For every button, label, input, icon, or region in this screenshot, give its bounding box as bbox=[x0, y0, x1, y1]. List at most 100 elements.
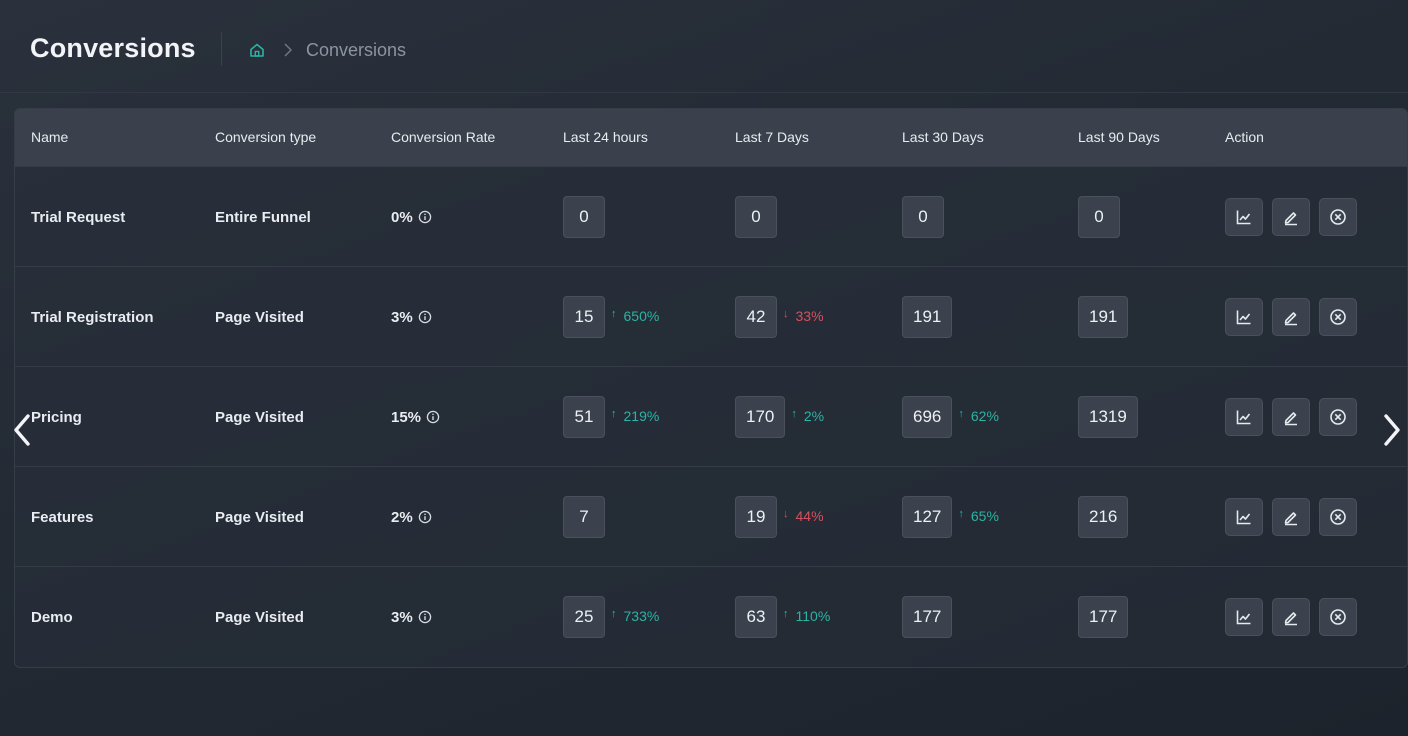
column-header-conversion-type[interactable]: Conversion type bbox=[215, 129, 317, 145]
conversion-rate: 2% bbox=[391, 508, 413, 526]
chevron-left-icon[interactable] bbox=[8, 408, 36, 452]
conversion-name: Features bbox=[31, 508, 94, 526]
delete-button[interactable] bbox=[1319, 298, 1357, 336]
period-cell-d30: 177 bbox=[902, 567, 953, 667]
column-header-action: Action bbox=[1225, 129, 1264, 145]
arrow-down-icon: ↓ bbox=[783, 507, 789, 520]
column-header-last-90-days[interactable]: Last 90 Days bbox=[1078, 129, 1160, 145]
edit-button[interactable] bbox=[1272, 598, 1310, 636]
trend-up: ↑ 65% bbox=[958, 508, 999, 524]
chart-button[interactable] bbox=[1225, 598, 1263, 636]
action-buttons bbox=[1225, 298, 1357, 336]
delete-button[interactable] bbox=[1319, 598, 1357, 636]
chart-button[interactable] bbox=[1225, 398, 1263, 436]
period-cell-d90: 177 bbox=[1078, 567, 1129, 667]
arrow-up-icon: ↑ bbox=[611, 407, 617, 420]
conversion-name: Demo bbox=[31, 608, 73, 626]
arrow-up-icon: ↑ bbox=[611, 307, 617, 320]
page-header: Conversions Conversions bbox=[0, 0, 1408, 93]
arrow-up-icon: ↑ bbox=[958, 507, 964, 520]
count-value: 0 bbox=[1078, 196, 1120, 238]
action-buttons bbox=[1225, 198, 1357, 236]
chart-icon bbox=[1235, 208, 1253, 226]
arrow-up-icon: ↑ bbox=[783, 607, 789, 620]
delete-icon bbox=[1329, 408, 1347, 426]
period-cell-d24: 15 ↑ 650% bbox=[563, 267, 659, 367]
breadcrumb-current[interactable]: Conversions bbox=[306, 39, 407, 60]
chart-button[interactable] bbox=[1225, 198, 1263, 236]
count-value: 0 bbox=[563, 196, 605, 238]
period-cell-d24: 25 ↑ 733% bbox=[563, 567, 659, 667]
trend-value: 44% bbox=[795, 507, 824, 524]
delete-icon bbox=[1329, 308, 1347, 326]
count-value: 0 bbox=[902, 196, 944, 238]
trend-value: 219% bbox=[623, 407, 660, 424]
period-cell-d90: 1319 bbox=[1078, 367, 1138, 467]
actions-cell bbox=[1225, 367, 1357, 467]
home-icon[interactable] bbox=[248, 41, 266, 59]
chart-button[interactable] bbox=[1225, 298, 1263, 336]
conversion-rate-cell: 15% bbox=[391, 367, 440, 467]
actions-cell bbox=[1225, 167, 1357, 267]
period-cell-d7: 63 ↑ 110% bbox=[735, 567, 830, 667]
conversion-rate: 3% bbox=[391, 308, 413, 326]
breadcrumb: Conversions bbox=[248, 38, 406, 62]
table-row: Pricing Page Visited 15% 51 ↑ 219% 170 ↑ 2% 696 ↑ 6… bbox=[15, 366, 1407, 467]
count-value: 25 bbox=[563, 596, 605, 638]
edit-button[interactable] bbox=[1272, 198, 1310, 236]
title-divider bbox=[221, 32, 222, 66]
info-icon[interactable] bbox=[426, 410, 440, 424]
trend-value: 33% bbox=[795, 307, 824, 324]
period-cell-d7: 19 ↓ 44% bbox=[735, 467, 824, 567]
actions-cell bbox=[1225, 567, 1357, 667]
conversion-rate: 3% bbox=[391, 608, 413, 626]
period-cell-d24: 0 bbox=[563, 167, 605, 267]
count-value: 1319 bbox=[1078, 396, 1138, 438]
count-value: 7 bbox=[563, 496, 605, 538]
count-value: 42 bbox=[735, 296, 777, 338]
edit-icon bbox=[1282, 408, 1300, 426]
delete-icon bbox=[1329, 608, 1347, 626]
count-value: 170 bbox=[735, 396, 786, 438]
conversion-type: Page Visited bbox=[215, 308, 304, 326]
page-title: Conversions bbox=[30, 33, 196, 63]
delete-button[interactable] bbox=[1319, 498, 1357, 536]
count-value: 127 bbox=[902, 496, 953, 538]
arrow-up-icon: ↑ bbox=[958, 407, 964, 420]
info-icon[interactable] bbox=[418, 510, 432, 524]
delete-button[interactable] bbox=[1319, 398, 1357, 436]
edit-button[interactable] bbox=[1272, 498, 1310, 536]
count-value: 63 bbox=[735, 596, 777, 638]
count-value: 191 bbox=[1078, 296, 1129, 338]
trend-value: 110% bbox=[795, 607, 831, 624]
conversion-type: Page Visited bbox=[215, 608, 304, 626]
arrow-up-icon: ↑ bbox=[611, 607, 617, 620]
edit-button[interactable] bbox=[1272, 298, 1310, 336]
edit-button[interactable] bbox=[1272, 398, 1310, 436]
edit-icon bbox=[1282, 508, 1300, 526]
actions-cell bbox=[1225, 467, 1357, 567]
trend-up: ↑ 2% bbox=[791, 408, 824, 424]
info-icon[interactable] bbox=[418, 310, 432, 324]
info-icon[interactable] bbox=[418, 210, 432, 224]
trend-down: ↓ 33% bbox=[783, 308, 824, 324]
chevron-right-icon[interactable] bbox=[1378, 408, 1406, 452]
chart-button[interactable] bbox=[1225, 498, 1263, 536]
edit-icon bbox=[1282, 308, 1300, 326]
column-header-last-30-days[interactable]: Last 30 Days bbox=[902, 129, 984, 145]
delete-button[interactable] bbox=[1319, 198, 1357, 236]
column-header-last-7-days[interactable]: Last 7 Days bbox=[735, 129, 809, 145]
period-cell-d90: 0 bbox=[1078, 167, 1120, 267]
period-cell-d90: 216 bbox=[1078, 467, 1129, 567]
column-header-conversion-rate[interactable]: Conversion Rate bbox=[391, 129, 496, 145]
delete-icon bbox=[1329, 208, 1347, 226]
column-header-last-24-hours[interactable]: Last 24 hours bbox=[563, 129, 648, 145]
column-header-name[interactable]: Name bbox=[31, 129, 69, 145]
delete-icon bbox=[1329, 508, 1347, 526]
count-value: 15 bbox=[563, 296, 605, 338]
info-icon[interactable] bbox=[418, 610, 432, 624]
table-row: Features Page Visited 2% 7 19 ↓ 44% 127 ↑ 65% 216 bbox=[15, 466, 1407, 567]
conversion-rate-cell: 2% bbox=[391, 467, 432, 567]
table-row: Demo Page Visited 3% 25 ↑ 733% 63 ↑ 110% 177 177 bbox=[15, 566, 1407, 667]
conversion-name: Trial Registration bbox=[31, 308, 154, 326]
